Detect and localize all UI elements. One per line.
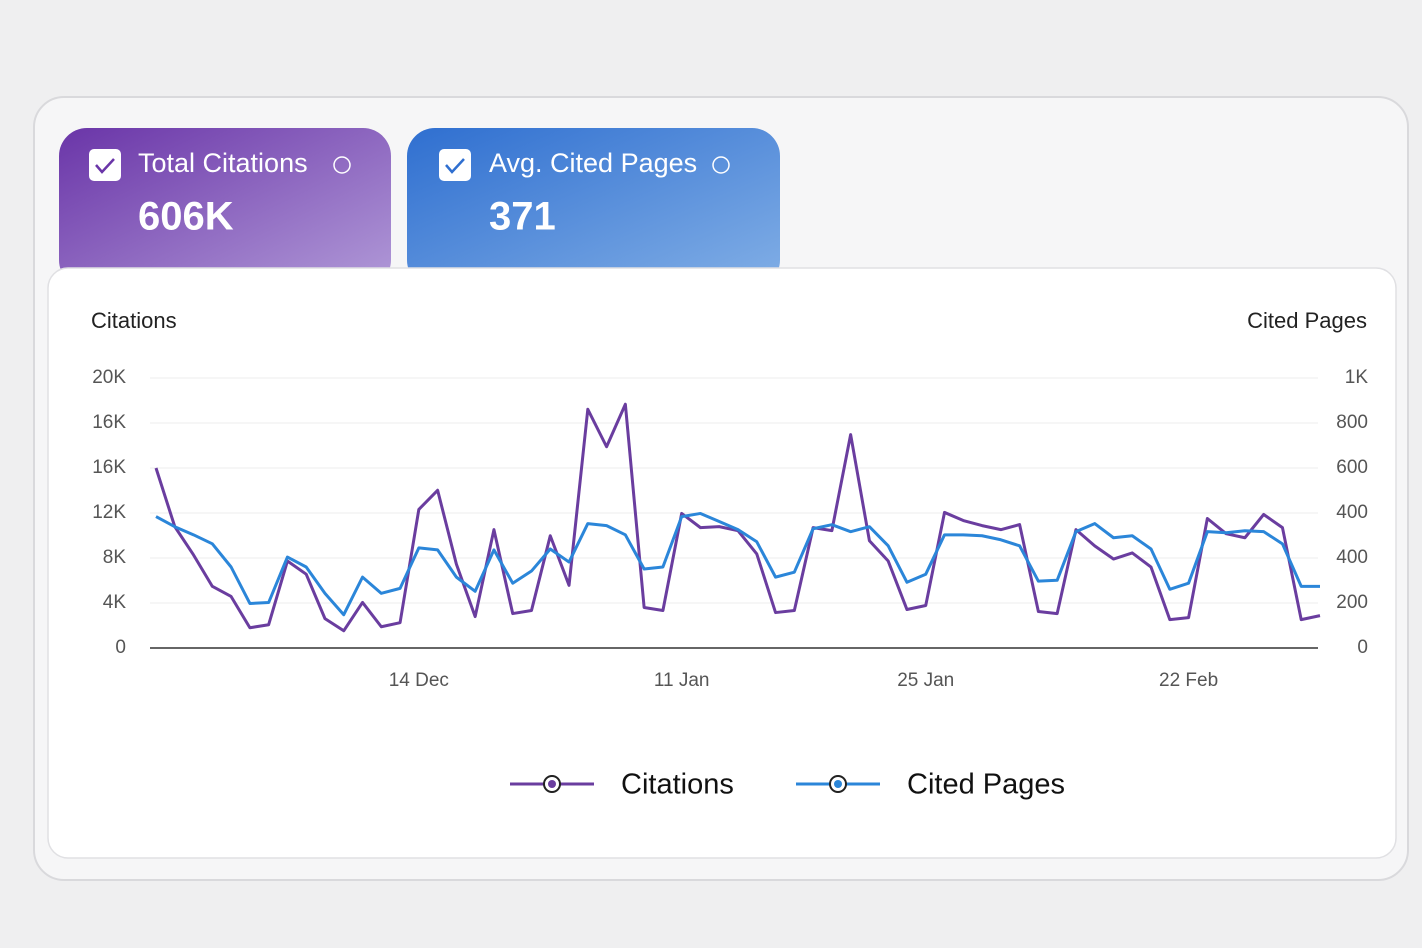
card-bg bbox=[59, 128, 391, 288]
y-tick-label: 0 bbox=[115, 637, 126, 658]
legend-marker-dot bbox=[834, 780, 842, 788]
checkbox[interactable] bbox=[439, 149, 471, 181]
x-tick-label: 14 Dec bbox=[389, 670, 449, 691]
legend-label: Citations bbox=[621, 769, 734, 801]
y-axis-title: Citations bbox=[91, 308, 177, 333]
card-title: Total Citations bbox=[138, 148, 308, 178]
info-icon[interactable] bbox=[712, 156, 730, 174]
card-title: Avg. Cited Pages bbox=[489, 148, 697, 178]
legend-label: Cited Pages bbox=[907, 769, 1065, 801]
legend-marker-dot bbox=[548, 780, 556, 788]
y-tick-label: 16K bbox=[92, 457, 126, 478]
chart-card bbox=[47, 267, 1397, 859]
y2-tick-label: 800 bbox=[1336, 412, 1368, 433]
y2-tick-label: 600 bbox=[1336, 457, 1368, 478]
y-tick-label: 16K bbox=[92, 412, 126, 433]
y2-tick-label: 0 bbox=[1357, 637, 1368, 658]
y-tick-label: 4K bbox=[103, 592, 127, 613]
y2-tick-label: 400 bbox=[1336, 502, 1368, 523]
y2-tick-label: 1K bbox=[1345, 367, 1369, 388]
check bbox=[95, 158, 115, 174]
x-tick-label: 22 Feb bbox=[1159, 670, 1218, 691]
card-value: 371 bbox=[489, 195, 556, 239]
line bbox=[155, 511, 1320, 617]
x-tick-label: 11 Jan bbox=[654, 670, 710, 691]
y-tick-label: 12K bbox=[92, 502, 126, 523]
card-value: 606K bbox=[138, 195, 234, 239]
info-icon[interactable] bbox=[333, 156, 351, 174]
legend-item[interactable]: Cited Pages bbox=[796, 769, 1065, 801]
y-tick-label: 20K bbox=[92, 367, 126, 388]
legend-item[interactable]: Citations bbox=[510, 769, 734, 801]
plot: 0 4K 8K 12K 16K 16K 20K 0 200 400 400 600 800 1K 14 De… bbox=[92, 367, 1368, 691]
checkbox[interactable] bbox=[89, 149, 121, 181]
y2-tick-label: 200 bbox=[1336, 592, 1368, 613]
card[interactable]: Avg. Cited Pages 371 bbox=[407, 128, 780, 288]
y-tick-label: 8K bbox=[103, 547, 127, 568]
y2-axis-title: Cited Pages bbox=[1247, 308, 1367, 333]
check bbox=[445, 158, 465, 174]
card-bg bbox=[407, 128, 780, 288]
card[interactable]: Total Citations 606K bbox=[59, 128, 391, 288]
y2-tick-label: 400 bbox=[1336, 547, 1368, 568]
x-tick-label: 25 Jan bbox=[897, 670, 954, 691]
